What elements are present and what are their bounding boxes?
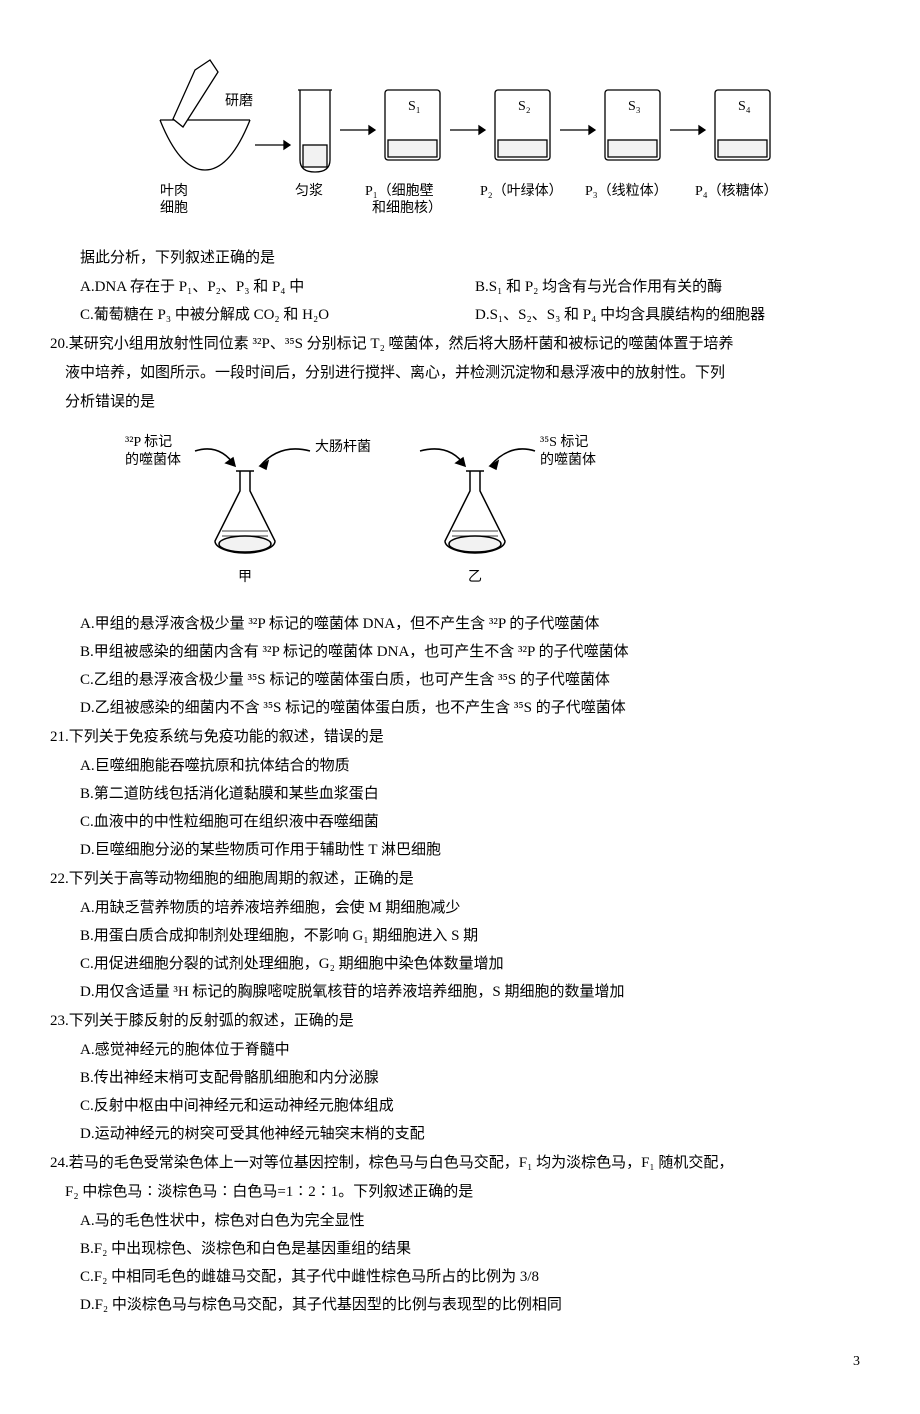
q21-optB: B.第二道防线包括消化道黏膜和某些血浆蛋白	[50, 781, 870, 808]
q22-num: 22.	[50, 871, 69, 887]
fig1-cell-label: 细胞	[160, 200, 188, 216]
q24-line1: 24.若马的毛色受常染色体上一对等位基因控制，棕色马与白色马交配，F₁ 均为淡棕…	[50, 1150, 870, 1177]
fig1-grind-label: 研磨	[225, 93, 253, 109]
fig2-left2: 的噬菌体	[125, 452, 181, 468]
fig1-s1-label: S₁	[408, 99, 421, 114]
q20-line1: 20.某研究小组用放射性同位素 ³²P、³⁵S 分别标记 T₂ 噬菌体，然后将大…	[50, 331, 870, 358]
q19-optD: D.S₁、S₂、S₃ 和 P₄ 中均含具膜结构的细胞器	[475, 302, 870, 329]
q23-optA: A.感觉神经元的胞体位于脊髓中	[50, 1037, 870, 1064]
q21-stem: 下列关于免疫系统与免疫功能的叙述，错误的是	[69, 729, 384, 745]
q19-row-ab: A.DNA 存在于 P₁、P₂、P₃ 和 P₄ 中 B.S₁ 和 P₂ 均含有与…	[50, 274, 870, 301]
fig2-mid: 大肠杆菌	[315, 439, 371, 455]
fig1-p1a-label: P₁（细胞壁	[365, 183, 434, 199]
fig2-jia: 甲	[238, 570, 252, 585]
q22-optB: B.用蛋白质合成抑制剂处理细胞，不影响 G₁ 期细胞进入 S 期	[50, 923, 870, 950]
fig1-p4-label: P₄（核糖体）	[695, 183, 778, 199]
q19-row-cd: C.葡萄糖在 P₃ 中被分解成 CO₂ 和 H₂O D.S₁、S₂、S₃ 和 P…	[50, 302, 870, 329]
q24-optB: B.F₂ 中出现棕色、淡棕色和白色是基因重组的结果	[50, 1236, 870, 1263]
q23-line: 23.下列关于膝反射的反射弧的叙述，正确的是	[50, 1008, 870, 1035]
q23-optD: D.运动神经元的树突可受其他神经元轴突末梢的支配	[50, 1121, 870, 1148]
q22-stem: 下列关于高等动物细胞的细胞周期的叙述，正确的是	[69, 871, 414, 887]
q20-stem1: 某研究小组用放射性同位素 ³²P、³⁵S 分别标记 T₂ 噬菌体，然后将大肠杆菌…	[69, 336, 734, 352]
q21-line: 21.下列关于免疫系统与免疫功能的叙述，错误的是	[50, 724, 870, 751]
q20-num: 20.	[50, 336, 69, 352]
q20-optD: D.乙组被感染的细菌内不含 ³⁵S 标记的噬菌体蛋白质，也不产生含 ³⁵S 的子…	[50, 695, 870, 722]
q22-optD: D.用仅含适量 ³H 标记的胸腺嘧啶脱氧核苷的培养液培养细胞，S 期细胞的数量增…	[50, 979, 870, 1006]
q19-optC: C.葡萄糖在 P₃ 中被分解成 CO₂ 和 H₂O	[80, 302, 475, 329]
q19-optB: B.S₁ 和 P₂ 均含有与光合作用有关的酶	[475, 274, 870, 301]
q21-optD: D.巨噬细胞分泌的某些物质可作用于辅助性 T 淋巴细胞	[50, 837, 870, 864]
q20-optB: B.甲组被感染的细菌内含有 ³²P 标记的噬菌体 DNA，也可产生不含 ³²P …	[50, 639, 870, 666]
q21-optC: C.血液中的中性粒细胞可在组织液中吞噬细菌	[50, 809, 870, 836]
q19-stem: 据此分析，下列叙述正确的是	[50, 245, 870, 272]
fig2-right1: ³⁵S 标记	[540, 434, 588, 450]
fig1-s2-label: S₂	[518, 99, 531, 114]
fig1-slurry-label: 匀浆	[295, 183, 323, 199]
q23-optB: B.传出神经末梢可支配骨骼肌细胞和内分泌腺	[50, 1065, 870, 1092]
q24-stem1: 若马的毛色受常染色体上一对等位基因控制，棕色马与白色马交配，F₁ 均为淡棕色马，…	[69, 1155, 734, 1171]
q20-optA: A.甲组的悬浮液含极少量 ³²P 标记的噬菌体 DNA，但不产生含 ³²P 的子…	[50, 611, 870, 638]
q24-num: 24.	[50, 1155, 69, 1171]
q23-stem: 下列关于膝反射的反射弧的叙述，正确的是	[69, 1013, 354, 1029]
fig2-left1: ³²P 标记	[125, 434, 172, 450]
q22-optC: C.用促进细胞分裂的试剂处理细胞，G₂ 期细胞中染色体数量增加	[50, 951, 870, 978]
q22-optA: A.用缺乏营养物质的培养液培养细胞，会使 M 期细胞减少	[50, 895, 870, 922]
q24-optC: C.F₂ 中相同毛色的雌雄马交配，其子代中雌性棕色马所占的比例为 3/8	[50, 1264, 870, 1291]
figure-cell-fractionation: 研磨 叶肉 细胞 匀浆 S₁ S₂ S₃ S₄ P₁（细胞壁 和细胞核） P₂（…	[140, 50, 780, 230]
q21-optA: A.巨噬细胞能吞噬抗原和抗体结合的物质	[50, 753, 870, 780]
fig1-leaf-label: 叶肉	[160, 183, 188, 199]
fig2-yi: 乙	[468, 569, 482, 585]
fig1-p1b-label: 和细胞核）	[372, 200, 442, 216]
q24-stem2: F₂ 中棕色马∶淡棕色马∶白色马=1∶2∶1。下列叙述正确的是	[50, 1179, 870, 1206]
q23-num: 23.	[50, 1013, 69, 1029]
page-number: 3	[50, 1349, 870, 1374]
q22-line: 22.下列关于高等动物细胞的细胞周期的叙述，正确的是	[50, 866, 870, 893]
q23-optC: C.反射中枢由中间神经元和运动神经元胞体组成	[50, 1093, 870, 1120]
fig1-s4-label: S₄	[738, 99, 751, 114]
fig2-right2: 的噬菌体	[540, 452, 596, 468]
q19-optA: A.DNA 存在于 P₁、P₂、P₃ 和 P₄ 中	[80, 274, 475, 301]
q20-optC: C.乙组的悬浮液含极少量 ³⁵S 标记的噬菌体蛋白质，也可产生含 ³⁵S 的子代…	[50, 667, 870, 694]
fig1-p3-label: P₃（线粒体）	[585, 183, 668, 199]
q20-stem2: 液中培养，如图所示。一段时间后，分别进行搅拌、离心，并检测沉淀物和悬浮液中的放射…	[50, 360, 870, 387]
figure-phage-experiment: ³²P 标记 的噬菌体 大肠杆菌 ³⁵S 标记 的噬菌体 甲 乙	[110, 426, 610, 596]
fig1-s3-label: S₃	[628, 99, 641, 114]
fig1-p2-label: P₂（叶绿体）	[480, 183, 563, 199]
q24-optD: D.F₂ 中淡棕色马与棕色马交配，其子代基因型的比例与表现型的比例相同	[50, 1292, 870, 1319]
q21-num: 21.	[50, 729, 69, 745]
q20-stem3: 分析错误的是	[50, 389, 870, 416]
q24-optA: A.马的毛色性状中，棕色对白色为完全显性	[50, 1208, 870, 1235]
